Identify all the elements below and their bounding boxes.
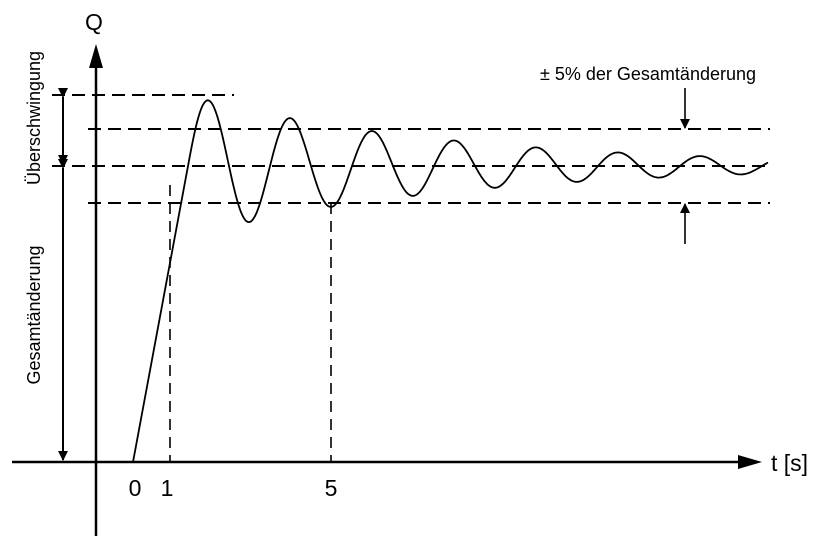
overshoot-label: Überschwingung xyxy=(24,51,44,185)
y-axis-label: Q xyxy=(85,9,103,35)
total-change-label: Gesamtänderung xyxy=(24,245,44,384)
tick-label-1: 1 xyxy=(161,475,174,501)
y-axis-arrowhead xyxy=(89,44,103,68)
tick-label-0: 0 xyxy=(129,475,142,501)
tick-label-5: 5 xyxy=(325,475,338,501)
x-axis-label: t [s] xyxy=(771,450,808,476)
response-curve xyxy=(132,99,769,463)
x-axis-arrowhead xyxy=(738,455,762,469)
tolerance-label: ± 5% der Gesamtänderung xyxy=(540,64,756,84)
